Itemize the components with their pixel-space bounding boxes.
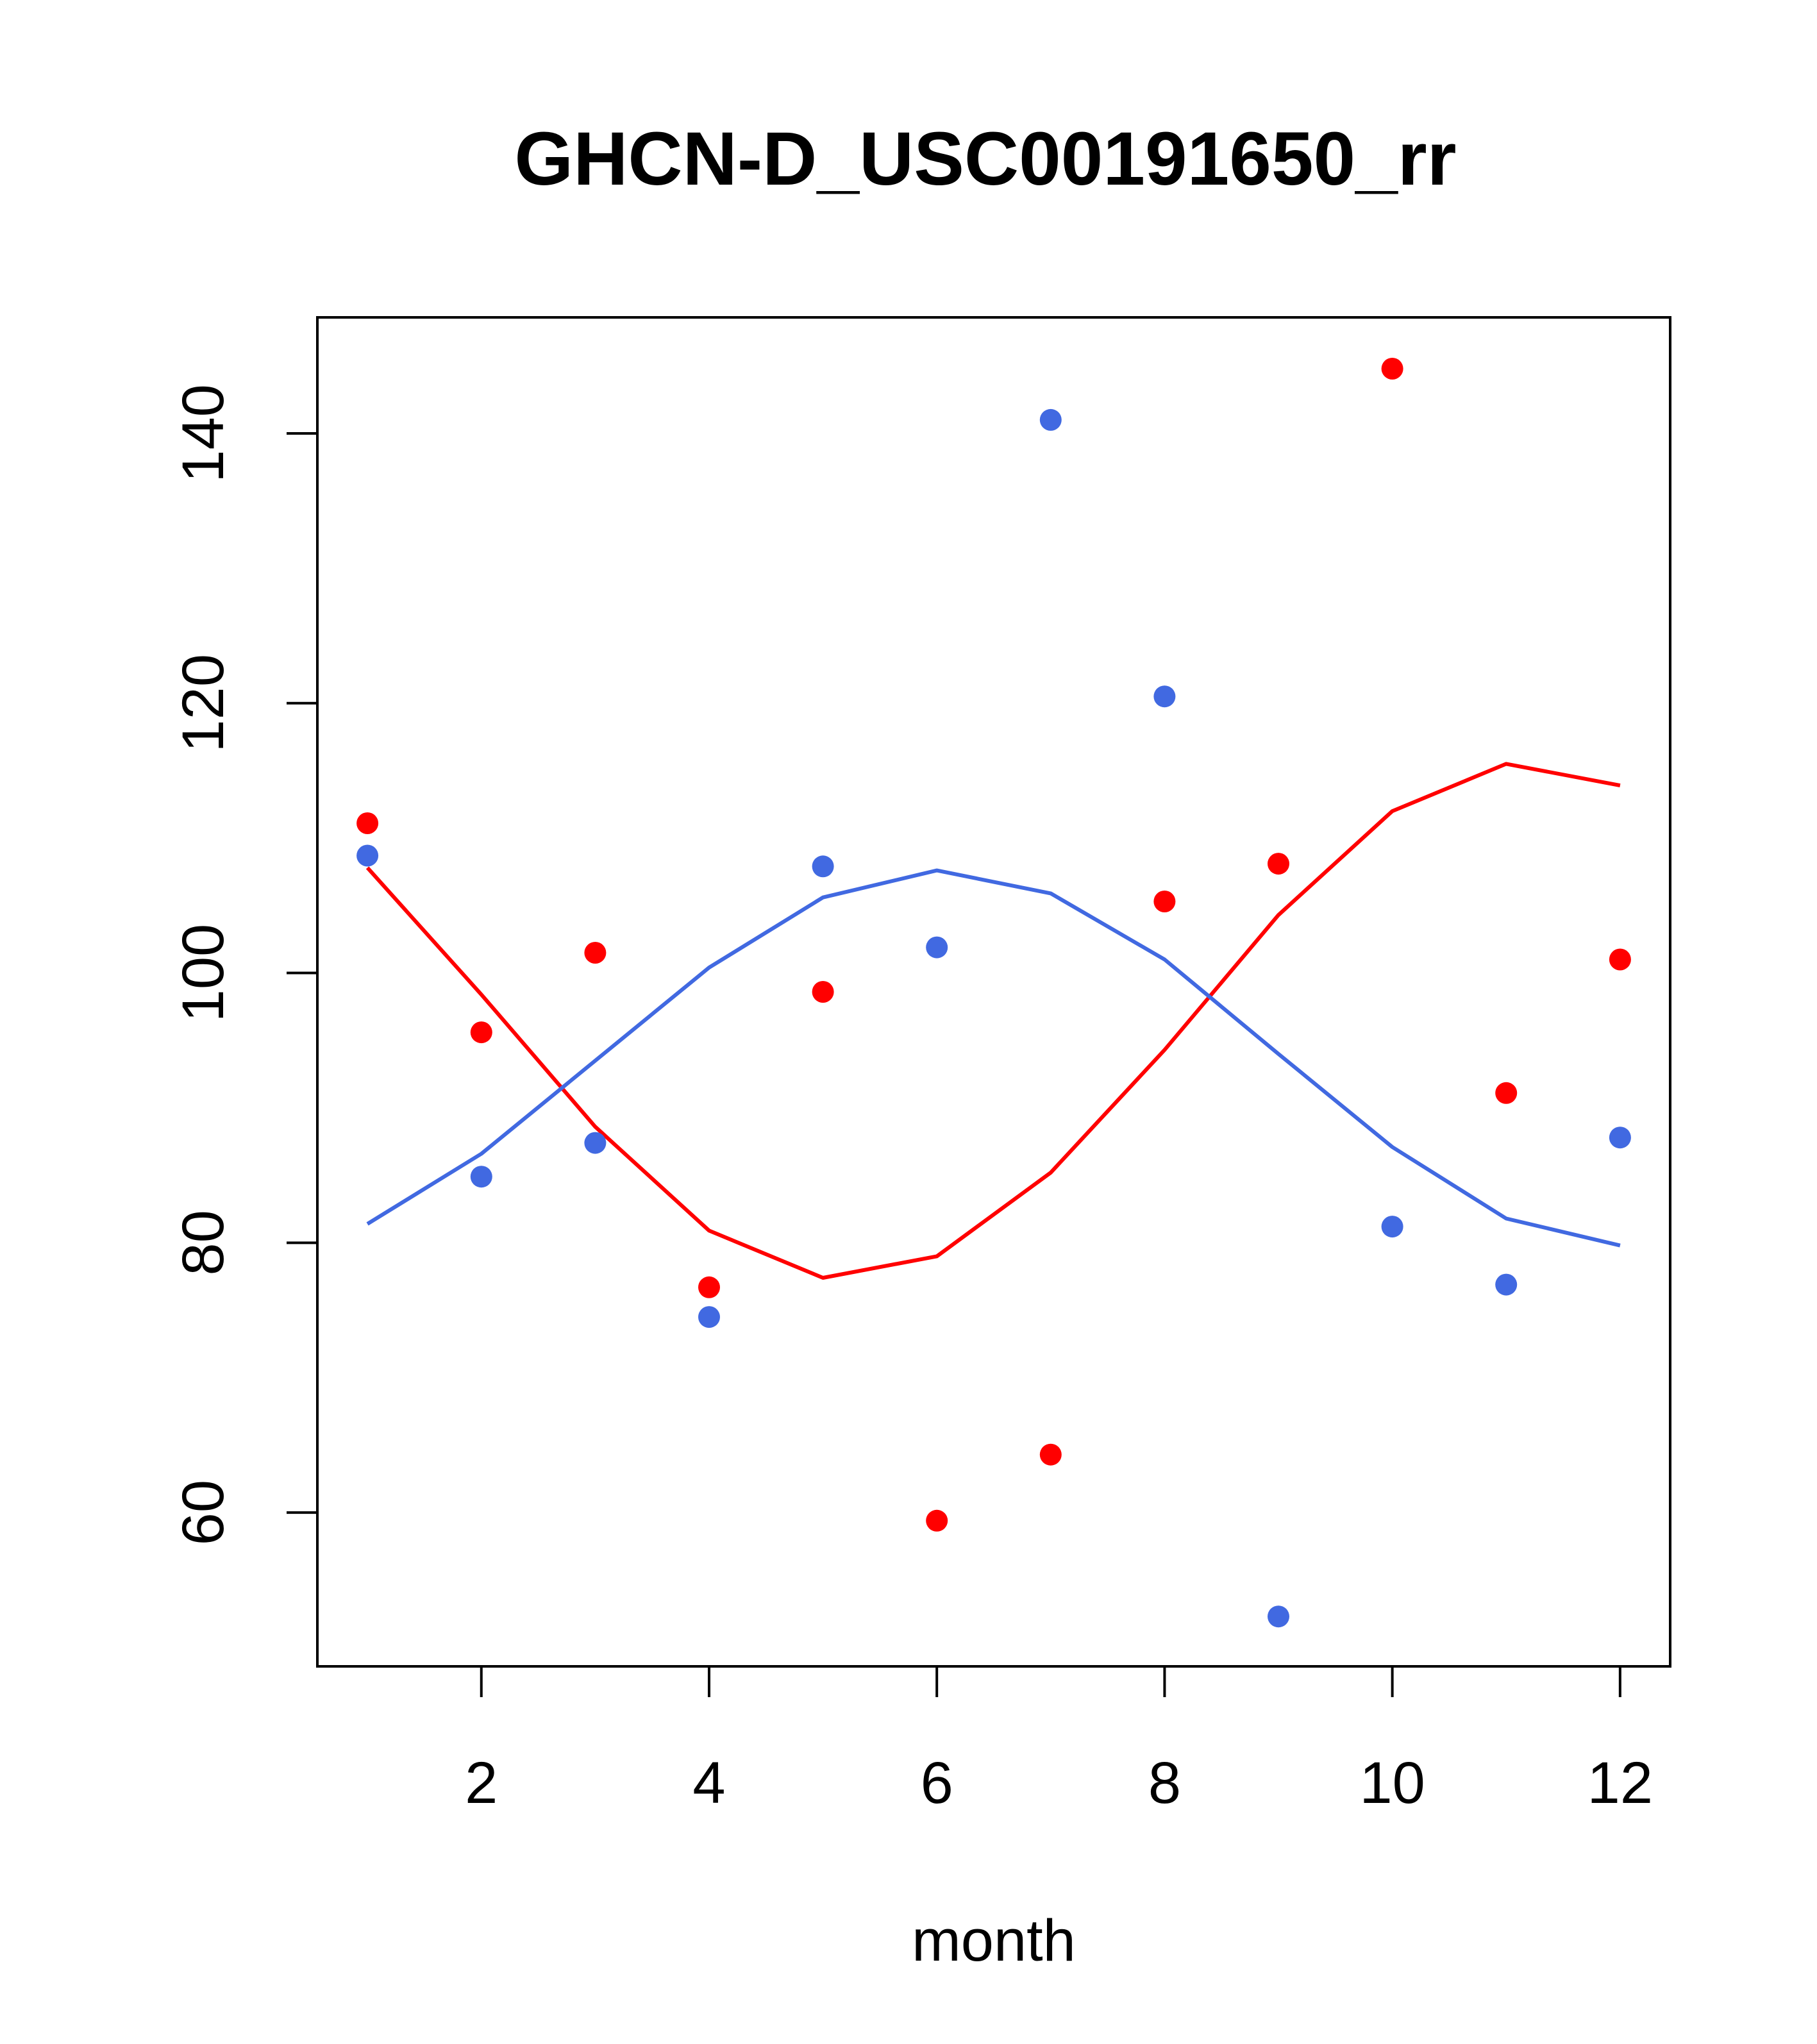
series-2-point [470, 1166, 492, 1188]
series-1-line [365, 762, 1621, 1280]
series-points [356, 358, 1631, 1628]
series-2-line [366, 868, 1621, 1248]
x-tick-label: 8 [1148, 1750, 1181, 1816]
x-tick-label: 10 [1359, 1750, 1425, 1816]
series-2-point [1153, 685, 1176, 708]
x-axis-label: month [912, 1908, 1076, 1973]
series-1-point [356, 812, 379, 834]
series-1-point [698, 1276, 720, 1298]
y-axis: 60 80 100 120 140 [171, 384, 317, 1545]
series-2-point [812, 855, 834, 878]
series-2-point [356, 844, 379, 867]
series-2-point [1609, 1127, 1631, 1149]
series-2-point [1495, 1273, 1518, 1296]
series-1-point [1495, 1082, 1518, 1104]
y-tick-label: 80 [171, 1210, 236, 1275]
y-tick-label: 60 [171, 1480, 236, 1545]
x-tick-label: 6 [921, 1750, 953, 1816]
series-1-point [1153, 891, 1176, 912]
series-1-point [1268, 853, 1289, 875]
x-tick-label: 12 [1587, 1750, 1653, 1816]
series-lines [365, 762, 1621, 1280]
series-1-point [1039, 1443, 1062, 1466]
series-1-point [584, 942, 607, 964]
y-tick-label: 120 [171, 654, 236, 753]
chart-title: GHCN-D_USC00191650_rr [514, 117, 1456, 201]
x-axis: 2 4 6 8 10 12 [465, 1666, 1653, 1816]
y-tick-label: 140 [171, 384, 236, 483]
x-tick-label: 4 [692, 1750, 725, 1816]
series-2-point [1381, 1216, 1403, 1238]
series-2-point [926, 936, 948, 959]
plot-frame [316, 316, 1671, 1668]
series-1-point [926, 1509, 948, 1532]
series-1-point [812, 981, 834, 1003]
series-2-point [1268, 1605, 1289, 1628]
series-1-point [1609, 948, 1631, 971]
x-tick-label: 2 [465, 1750, 498, 1816]
series-2-point [1039, 408, 1062, 431]
series-1-point [1381, 358, 1403, 380]
series-1-point [470, 1021, 492, 1044]
y-tick-label: 100 [171, 924, 236, 1023]
series-2-point [698, 1306, 720, 1328]
series-2-point [584, 1132, 607, 1154]
